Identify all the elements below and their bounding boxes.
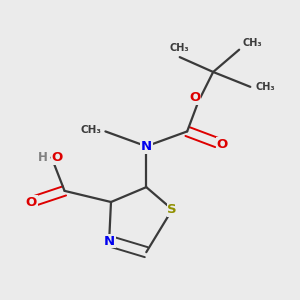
Text: S: S — [167, 203, 177, 216]
Text: O: O — [52, 151, 63, 164]
Text: CH₃: CH₃ — [170, 44, 190, 53]
Text: H: H — [38, 151, 48, 164]
Text: CH₃: CH₃ — [256, 82, 275, 92]
Text: N: N — [141, 140, 152, 153]
Text: O: O — [189, 92, 200, 104]
Text: O: O — [217, 138, 228, 151]
Text: CH₃: CH₃ — [81, 124, 102, 135]
Text: O: O — [26, 196, 37, 208]
Text: CH₃: CH₃ — [243, 38, 262, 48]
Text: N: N — [103, 235, 115, 248]
